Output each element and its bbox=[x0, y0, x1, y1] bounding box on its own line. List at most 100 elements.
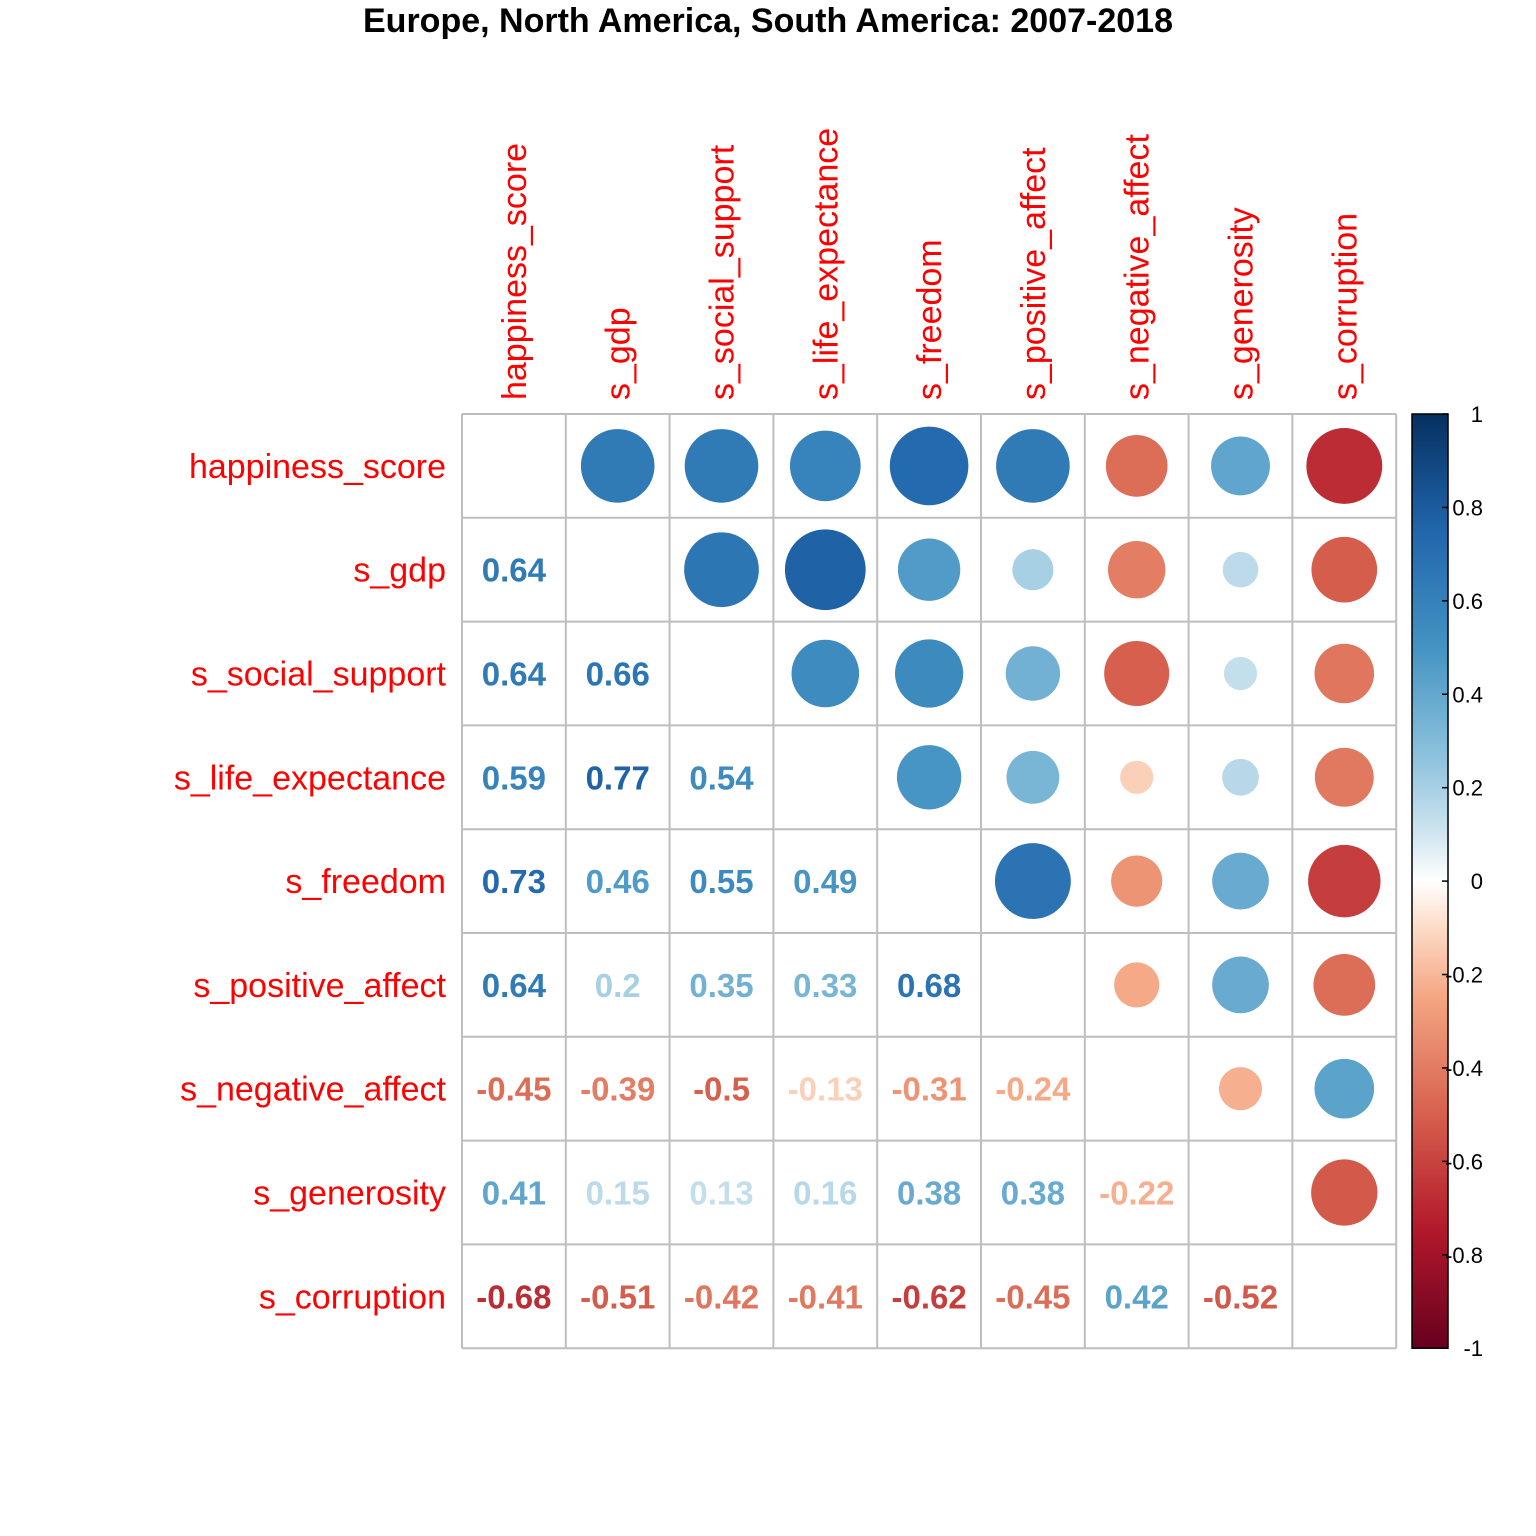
grid bbox=[461, 413, 1398, 1350]
col-label-s_positive_affect: s_positive_affect bbox=[1015, 147, 1053, 400]
circle-s_gdp-s_positive_affect bbox=[1012, 549, 1054, 591]
circle-happiness_score-s_gdp bbox=[580, 429, 655, 503]
row-label-s_negative_affect: s_negative_affect bbox=[180, 1071, 446, 1109]
coef-s_generosity-s_life_expectance: 0.16 bbox=[793, 1175, 857, 1212]
circle-happiness_score-s_social_support bbox=[684, 429, 759, 503]
coef-s_corruption-s_life_expectance: -0.41 bbox=[788, 1278, 863, 1315]
coef-s_positive_affect-happiness_score: 0.64 bbox=[482, 967, 547, 1004]
circle-s_positive_affect-s_corruption bbox=[1313, 954, 1376, 1016]
legend-tick-label: -1 bbox=[1463, 1336, 1483, 1361]
row-label-s_life_expectance: s_life_expectance bbox=[174, 759, 446, 797]
coef-s_generosity-s_negative_affect: -0.22 bbox=[1099, 1175, 1174, 1212]
coef-s_positive_affect-s_life_expectance: 0.33 bbox=[793, 967, 857, 1004]
circle-s_gdp-s_social_support bbox=[684, 532, 759, 608]
circle-s_social_support-s_freedom bbox=[894, 639, 964, 708]
coef-s_corruption-s_gdp: -0.51 bbox=[580, 1278, 655, 1315]
row-labels: happiness_score s_gdp s_social_support s_li… bbox=[174, 448, 447, 1316]
col-label-s_gdp: s_gdp bbox=[600, 307, 638, 400]
coef-s_corruption-s_generosity: -0.52 bbox=[1203, 1278, 1278, 1315]
circle-happiness_score-s_positive_affect bbox=[996, 429, 1070, 503]
circle-s_positive_affect-s_negative_affect bbox=[1114, 962, 1160, 1008]
row-label-s_gdp: s_gdp bbox=[353, 552, 446, 590]
row-label-s_corruption: s_corruption bbox=[259, 1278, 446, 1316]
circle-s_freedom-s_generosity bbox=[1212, 852, 1269, 910]
coef-s_gdp-happiness_score: 0.64 bbox=[482, 552, 547, 589]
coef-s_generosity-s_positive_affect: 0.38 bbox=[1001, 1175, 1065, 1212]
circle-s_positive_affect-s_generosity bbox=[1212, 956, 1269, 1014]
coef-s_freedom-s_gdp: 0.46 bbox=[586, 863, 650, 900]
coef-s_generosity-s_freedom: 0.38 bbox=[897, 1175, 961, 1212]
circle-happiness_score-s_freedom bbox=[889, 426, 969, 506]
col-label-happiness_score: happiness_score bbox=[496, 143, 534, 400]
legend-tick-label: -0.6 bbox=[1445, 1149, 1483, 1174]
coef-s_life_expectance-s_social_support: 0.54 bbox=[689, 759, 754, 796]
coef-s_positive_affect-s_gdp: 0.2 bbox=[595, 967, 641, 1004]
circle-s_freedom-s_corruption bbox=[1308, 844, 1381, 918]
coef-s_corruption-happiness_score: -0.68 bbox=[476, 1278, 551, 1315]
circle-s_gdp-s_negative_affect bbox=[1107, 540, 1166, 599]
row-label-s_positive_affect: s_positive_affect bbox=[193, 967, 446, 1005]
row-label-s_generosity: s_generosity bbox=[253, 1175, 446, 1213]
coef-s_corruption-s_negative_affect: 0.42 bbox=[1105, 1278, 1169, 1315]
coef-s_positive_affect-s_social_support: 0.35 bbox=[689, 967, 753, 1004]
coef-s_freedom-s_life_expectance: 0.49 bbox=[793, 863, 857, 900]
col-label-s_social_support: s_social_support bbox=[704, 144, 742, 400]
coef-s_social_support-s_gdp: 0.66 bbox=[586, 656, 650, 693]
circle-s_social_support-s_negative_affect bbox=[1104, 640, 1170, 707]
legend-tick-label: -0.8 bbox=[1445, 1243, 1483, 1268]
circle-s_life_expectance-s_negative_affect bbox=[1120, 760, 1154, 794]
circle-happiness_score-s_corruption bbox=[1306, 427, 1383, 504]
circle-s_freedom-s_negative_affect bbox=[1111, 855, 1163, 907]
coef-s_life_expectance-s_gdp: 0.77 bbox=[586, 759, 650, 796]
coef-s_corruption-s_social_support: -0.42 bbox=[684, 1278, 759, 1315]
circle-s_gdp-s_freedom bbox=[897, 538, 961, 601]
legend-tick-label: 0.6 bbox=[1452, 589, 1483, 614]
coef-s_social_support-happiness_score: 0.64 bbox=[482, 656, 547, 693]
chart-title: Europe, North America, South America: 20… bbox=[363, 2, 1173, 40]
circle-happiness_score-s_generosity bbox=[1211, 436, 1270, 496]
coef-s_generosity-happiness_score: 0.41 bbox=[482, 1175, 546, 1212]
coef-s_negative_affect-happiness_score: -0.45 bbox=[476, 1071, 551, 1108]
coef-s_freedom-s_social_support: 0.55 bbox=[689, 863, 753, 900]
row-label-s_freedom: s_freedom bbox=[285, 863, 446, 901]
circle-s_social_support-s_generosity bbox=[1223, 656, 1258, 691]
coef-s_negative_affect-s_gdp: -0.39 bbox=[580, 1071, 655, 1108]
coef-s_freedom-happiness_score: 0.73 bbox=[482, 863, 546, 900]
circle-s_negative_affect-s_corruption bbox=[1314, 1058, 1375, 1119]
legend-tick-label: 0 bbox=[1471, 869, 1483, 894]
col-label-s_corruption: s_corruption bbox=[1326, 213, 1364, 400]
circle-s_freedom-s_positive_affect bbox=[994, 843, 1071, 920]
legend-tick-label: 0.8 bbox=[1452, 495, 1483, 520]
legend-tick-label: 0.4 bbox=[1452, 682, 1483, 707]
circle-s_generosity-s_corruption bbox=[1311, 1159, 1378, 1226]
coef-s_generosity-s_social_support: 0.13 bbox=[689, 1175, 753, 1212]
circle-s_social_support-s_life_expectance bbox=[791, 639, 860, 708]
coef-s_corruption-s_freedom: -0.62 bbox=[891, 1278, 966, 1315]
circle-s_gdp-s_life_expectance bbox=[784, 529, 866, 611]
coef-s_negative_affect-s_freedom: -0.31 bbox=[891, 1071, 966, 1108]
col-label-s_generosity: s_generosity bbox=[1223, 207, 1261, 400]
coef-s_negative_affect-s_positive_affect: -0.24 bbox=[995, 1071, 1071, 1108]
circle-s_social_support-s_positive_affect bbox=[1005, 646, 1061, 701]
circle-s_gdp-s_corruption bbox=[1311, 536, 1378, 603]
row-label-happiness_score: happiness_score bbox=[189, 448, 446, 486]
coef-s_life_expectance-happiness_score: 0.59 bbox=[482, 759, 546, 796]
circle-s_negative_affect-s_generosity bbox=[1218, 1067, 1263, 1111]
coef-s_positive_affect-s_freedom: 0.68 bbox=[897, 967, 961, 1004]
correlation-circles bbox=[580, 426, 1383, 1226]
legend-tick-label: -0.2 bbox=[1445, 963, 1483, 988]
circle-s_gdp-s_generosity bbox=[1222, 551, 1259, 588]
coef-s_corruption-s_positive_affect: -0.45 bbox=[995, 1278, 1070, 1315]
correlation-coefficients: 0.64 0.64 0.66 0.59 0.77 0.54 0.73 0.46 0.55 0.49… bbox=[476, 552, 1278, 1316]
circle-happiness_score-s_negative_affect bbox=[1105, 435, 1168, 497]
legend-tick-label: 0.2 bbox=[1452, 776, 1483, 801]
column-labels: happiness_score s_gdp s_social_support s_li… bbox=[496, 128, 1364, 400]
circle-happiness_score-s_life_expectance bbox=[789, 430, 861, 502]
coef-s_negative_affect-s_life_expectance: -0.13 bbox=[788, 1071, 863, 1108]
circle-s_life_expectance-s_freedom bbox=[896, 745, 962, 810]
col-label-s_negative_affect: s_negative_affect bbox=[1119, 134, 1157, 400]
circle-s_life_expectance-s_positive_affect bbox=[1006, 750, 1060, 804]
legend-tick-label: -0.4 bbox=[1445, 1056, 1483, 1081]
color-legend: 1 0.8 0.6 0.4 0.2 0 -0.2 -0.4 -0.6 -0.8 -1 bbox=[1411, 402, 1483, 1361]
